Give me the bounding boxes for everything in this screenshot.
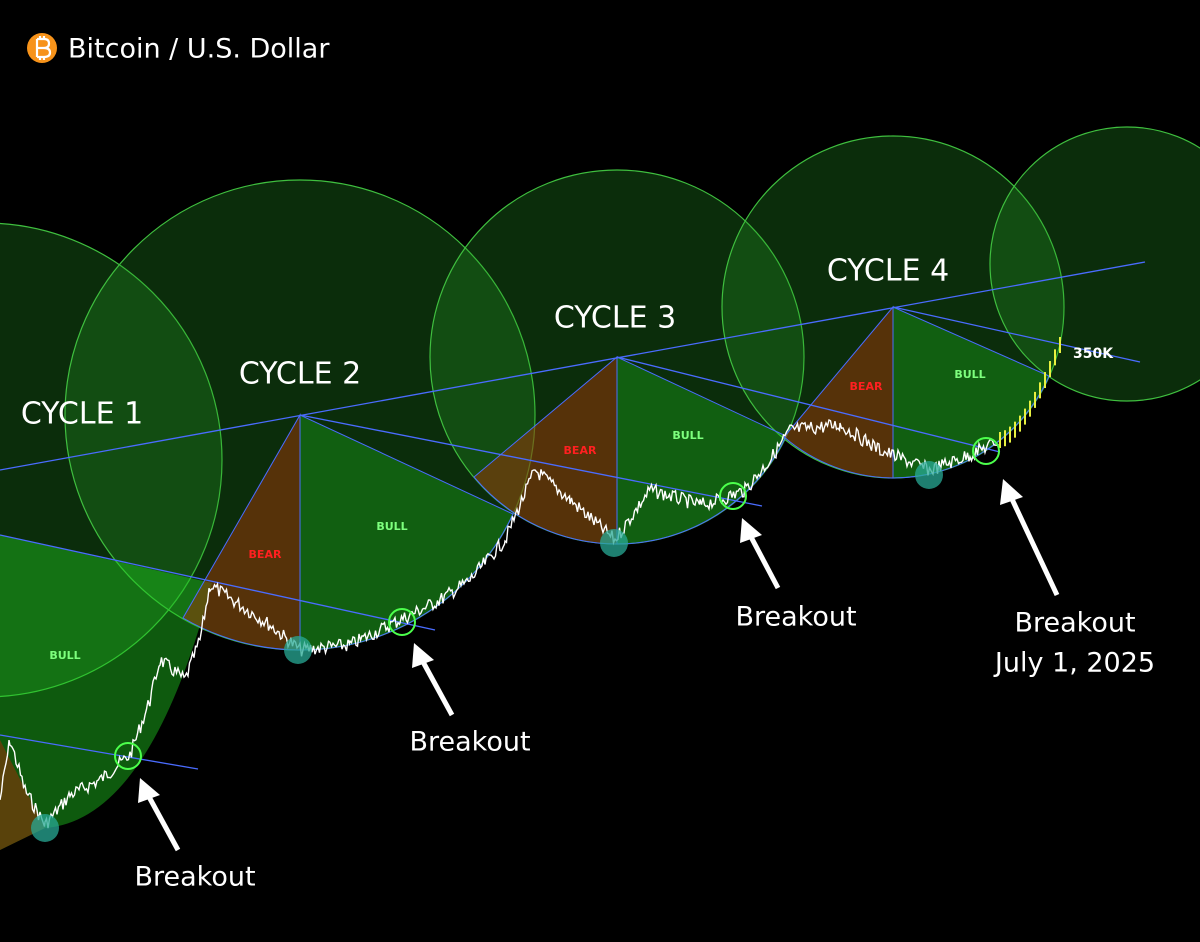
arrow-head [412, 643, 434, 668]
trendline [892, 306, 1141, 363]
price-line [0, 419, 999, 829]
markers [31, 437, 1000, 842]
low-marker [915, 461, 943, 489]
trendline [0, 261, 1146, 471]
phase-label: BULL [672, 429, 703, 442]
breakout-label: Breakout [409, 727, 530, 758]
trendline [0, 734, 199, 770]
trendline [299, 414, 763, 507]
breakout-label: Breakout [134, 862, 255, 893]
phase-label: BEAR [850, 380, 883, 393]
arrow-head [138, 778, 160, 803]
projection [999, 337, 1061, 448]
cycle-circle [0, 222, 223, 698]
cycle-circle [989, 126, 1200, 402]
arrow-head [740, 518, 762, 543]
breakout-marker [388, 608, 416, 636]
trendline [0, 534, 436, 631]
title: Bitcoin / U.S. Dollar [68, 34, 330, 65]
low-marker [284, 636, 312, 664]
breakout-label: Breakout [735, 602, 856, 633]
price-target: 350K [1073, 346, 1114, 362]
arrow-head [1000, 479, 1023, 505]
cycle-label: CYCLE 2 [239, 357, 361, 392]
arrow [419, 658, 455, 717]
low-marker [600, 529, 628, 557]
arrow [747, 533, 781, 590]
breakout-marker [114, 742, 142, 770]
phase-label: BULL [376, 520, 407, 533]
arrows [138, 479, 1060, 852]
low-marker [31, 814, 59, 842]
cycle-label: CYCLE 3 [554, 301, 676, 336]
bull-wedge [0, 535, 212, 850]
phase-label: BULL [49, 649, 80, 662]
breakout-marker [719, 482, 747, 510]
bitcoin-glyph [35, 36, 52, 60]
breakout-marker [972, 437, 1000, 465]
cycle-label: CYCLE 4 [827, 254, 949, 289]
phase-label: BEAR [249, 548, 282, 561]
breakout-label: Breakout [1014, 608, 1135, 639]
cycle-label: CYCLE 1 [21, 397, 143, 432]
breakout-date: July 1, 2025 [993, 648, 1155, 679]
arrow [145, 793, 181, 852]
trendline [616, 356, 1001, 453]
header: Bitcoin / U.S. Dollar [27, 33, 330, 65]
trendlines [0, 261, 1146, 770]
phase-label: BULL [954, 368, 985, 381]
arrow [1008, 495, 1060, 597]
phase-label: BEAR [564, 444, 597, 457]
